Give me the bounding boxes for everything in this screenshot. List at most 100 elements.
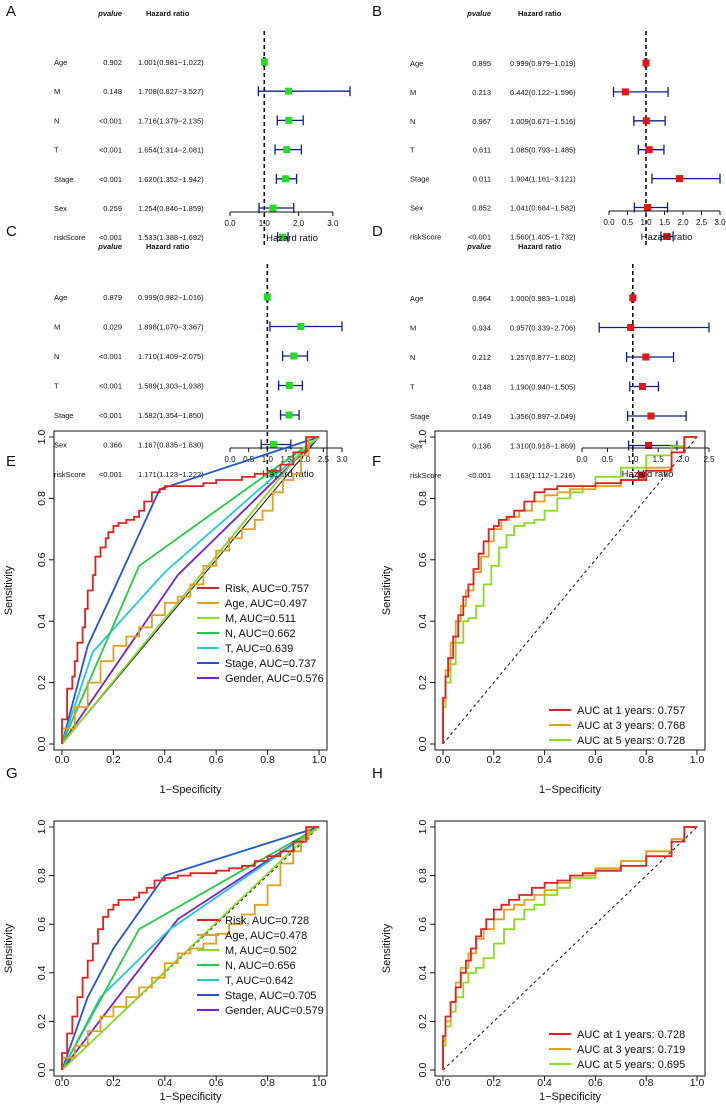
roc-f-y-tick-label: 0.8 <box>417 491 429 506</box>
roc-g-x-tick-label: 0.0 <box>55 1077 70 1089</box>
roc-h-x-tick-label: 0.2 <box>486 1077 501 1089</box>
roc-g-legend-label: Risk, AUC=0.728 <box>225 915 309 927</box>
forest-d-point <box>638 383 646 390</box>
roc-g-y-tick-label: 0.2 <box>36 1014 48 1029</box>
forest-a-row-label: Sex <box>54 204 67 213</box>
roc-g-y-tick-label: 1.0 <box>36 820 48 835</box>
forest-d-row-label: Age <box>410 294 423 303</box>
forest-c-row-label: N <box>54 352 59 361</box>
forest-c-row-label: Stage <box>54 411 74 420</box>
forest-a-row-label: N <box>54 116 59 125</box>
forest-d-row-hr: 1.190(0.940−1.505) <box>510 383 576 392</box>
forest-b-row-pvalue: 0.852 <box>472 204 491 213</box>
forest-c-row-hr: 0.999(0.982−1.016) <box>138 293 204 302</box>
forest-b-row-hr: 1.085(0.793−1.485) <box>510 146 576 155</box>
forest-c-row-hr: 1.589(1.303−1.938) <box>138 382 204 391</box>
roc-h-x-tick-label: 1.0 <box>690 1077 705 1089</box>
forest-a-x-tick-label: 3.0 <box>327 219 339 228</box>
forest-c-point <box>270 441 278 448</box>
roc-f-series-line <box>442 436 697 744</box>
forest-b-row-hr: 1.904(1.161−3.121) <box>510 175 576 184</box>
panel-e-letter: E <box>6 453 16 470</box>
forest-b-row-label: M <box>410 88 416 97</box>
forest-b-x-tick-label: 2.5 <box>696 218 708 227</box>
forest-d-row-label: Stage <box>410 412 430 421</box>
panel-g-letter: G <box>6 765 18 782</box>
forest-a-row-label: Stage <box>54 175 74 184</box>
forest-d-header-hr: Hazard ratio <box>518 242 562 251</box>
forest-a-x-axis-label: Hazard ratio <box>266 233 318 244</box>
roc-g-series-line <box>61 826 320 1071</box>
forest-c-row-label: Age <box>54 293 67 302</box>
roc-h-y-tick-label: 0.8 <box>417 868 429 883</box>
roc-e-x-axis-label: 1−Specificity <box>159 784 222 796</box>
roc-h-legend-label: AUC at 5 years: 0.695 <box>577 1059 685 1071</box>
forest-c-row-pvalue: 0.879 <box>103 293 122 302</box>
forest-c-point <box>285 382 293 389</box>
roc-e-x-tick-label: 0.0 <box>55 754 70 766</box>
forest-a-point <box>279 233 287 241</box>
forest-d-row-label: Sex <box>410 442 423 451</box>
roc-h-series-line <box>442 826 697 1070</box>
roc-f-y-tick-label: 0.2 <box>417 675 429 690</box>
forest-b-point <box>642 59 650 67</box>
roc-g-y-tick-label: 0.0 <box>36 1063 48 1078</box>
roc-e-series-line <box>61 436 320 745</box>
roc-e-legend-label: Gender, AUC=0.576 <box>225 673 324 685</box>
roc-h-x-tick-label: 0.0 <box>436 1077 451 1089</box>
forest-d-row-hr: 0.957(0.339−2.706) <box>510 324 576 333</box>
forest-d-point <box>647 412 655 420</box>
roc-g-x-tick-label: 0.6 <box>209 1077 224 1089</box>
panel-b-letter: B <box>372 3 382 20</box>
forest-c-row-hr: 1.171(1.123−1.222) <box>138 470 204 479</box>
forest-b-row-hr: 1.560(1.405−1.732) <box>510 232 576 241</box>
roc-h-y-axis-label: Sensitivity <box>381 923 393 973</box>
roc-f-y-tick-label: 0.6 <box>417 552 429 567</box>
roc-f-y-tick-label: 0.0 <box>417 737 429 752</box>
forest-d-point <box>637 471 645 479</box>
roc-e-x-tick-label: 0.4 <box>157 754 172 766</box>
forest-b-row-hr: 1.041(0.684−1.582) <box>510 204 576 213</box>
roc-g-y-tick-label: 0.4 <box>36 965 48 980</box>
roc-g-legend-label: T, AUC=0.642 <box>225 975 293 987</box>
forest-d-x-axis-label: Hazard ratio <box>622 469 674 480</box>
forest-c-row-label: T <box>54 382 59 391</box>
forest-d-x-tick-label: 1.0 <box>627 455 639 464</box>
forest-c-x-tick-label: 1.0 <box>262 455 274 464</box>
forest-c-row-pvalue: <0.001 <box>99 411 122 420</box>
roc-f-y-tick-label: 1.0 <box>417 430 429 445</box>
roc-f-diagonal <box>442 436 698 745</box>
roc-e-y-axis-label: Sensitivity <box>3 565 15 615</box>
forest-c-row-hr: 1.582(1.354−1.850) <box>138 411 204 420</box>
forest-a-row-pvalue: <0.001 <box>99 175 122 184</box>
roc-e-legend-label: Risk, AUC=0.757 <box>225 583 309 595</box>
roc-g-y-axis-label: Sensitivity <box>3 923 15 973</box>
roc-g-legend-label: Stage, AUC=0.705 <box>225 990 316 1002</box>
roc-h-legend-label: AUC at 3 years: 0.719 <box>577 1044 685 1056</box>
forest-d-x-tick-label: 1.5 <box>653 455 665 464</box>
forest-a-row-pvalue: 0.148 <box>103 87 122 96</box>
forest-d-row-pvalue: 0.212 <box>472 353 491 362</box>
forest-a-row-hr: 1.254(0.846−1.859) <box>138 204 204 213</box>
forest-a-row-label: T <box>54 146 59 155</box>
roc-g-series-line <box>61 826 319 1070</box>
roc-e-series-line <box>61 436 320 745</box>
forest-b-row-hr: 0.442(0.122−1.596) <box>510 88 576 97</box>
roc-h-x-tick-label: 0.8 <box>639 1077 654 1089</box>
roc-g-legend-label: M, AUC=0.502 <box>225 945 297 957</box>
forest-c-row-pvalue: <0.001 <box>99 352 122 361</box>
roc-f-legend-label: AUC at 1 years: 0.757 <box>577 705 685 717</box>
roc-h-y-tick-label: 1.0 <box>417 820 429 835</box>
roc-f-y-tick-label: 0.4 <box>417 614 429 629</box>
forest-c-point <box>297 323 305 330</box>
forest-b-x-axis-label: Hazard ratio <box>641 232 693 243</box>
forest-c-x-tick-label: 0.0 <box>224 455 236 464</box>
forest-d-row-hr: 1.310(0.918−1.869) <box>510 442 576 451</box>
forest-d-point <box>642 353 650 361</box>
roc-h-y-tick-label: 0.2 <box>417 1014 429 1029</box>
forest-d-row-pvalue: 0.136 <box>472 442 491 451</box>
roc-e-x-tick-label: 0.8 <box>260 754 275 766</box>
roc-e-series-line <box>61 436 320 745</box>
roc-e-legend-label: M, AUC=0.511 <box>225 613 296 625</box>
forest-b-row-hr: 1.009(0.671−1.516) <box>510 117 576 126</box>
